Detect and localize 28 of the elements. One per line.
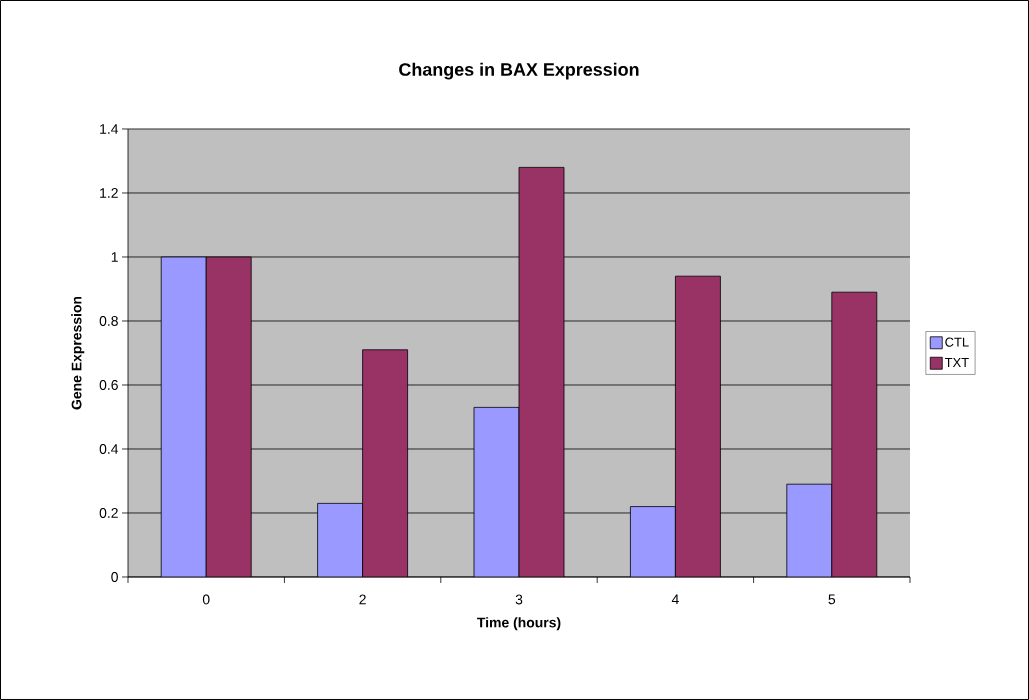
bar — [630, 506, 676, 577]
x-axis-title: Time (hours) — [477, 617, 561, 631]
y-tick-label: 0.6 — [99, 380, 118, 390]
bar — [317, 502, 364, 577]
bar — [362, 349, 409, 577]
x-tick-label: 5 — [828, 594, 836, 605]
y-tick-label: 0 — [111, 572, 118, 582]
y-tick-label: 0.2 — [99, 508, 118, 518]
legend-label: CTL — [945, 337, 969, 347]
y-axis-title: Gene Expression — [71, 296, 85, 410]
y-tick-label: 1.4 — [100, 124, 119, 134]
y-tick-label: 1 — [111, 252, 118, 262]
bar — [473, 406, 520, 577]
bar — [518, 166, 565, 577]
bar — [786, 483, 833, 577]
y-tick-label: 0.8 — [99, 316, 118, 326]
bar — [831, 291, 878, 577]
bar — [205, 256, 252, 577]
chart-title: Changes in BAX Expression — [399, 62, 639, 80]
x-tick-label: 3 — [515, 594, 523, 605]
legend-label: TXT — [944, 358, 969, 367]
x-tick-label: 2 — [359, 594, 366, 605]
y-tick-label: 1.2 — [100, 188, 118, 198]
x-tick-label: 0 — [202, 594, 210, 605]
bar — [675, 275, 721, 577]
bar — [160, 256, 207, 577]
x-tick-label: 4 — [671, 594, 679, 605]
y-tick-label: 0.4 — [99, 444, 119, 454]
